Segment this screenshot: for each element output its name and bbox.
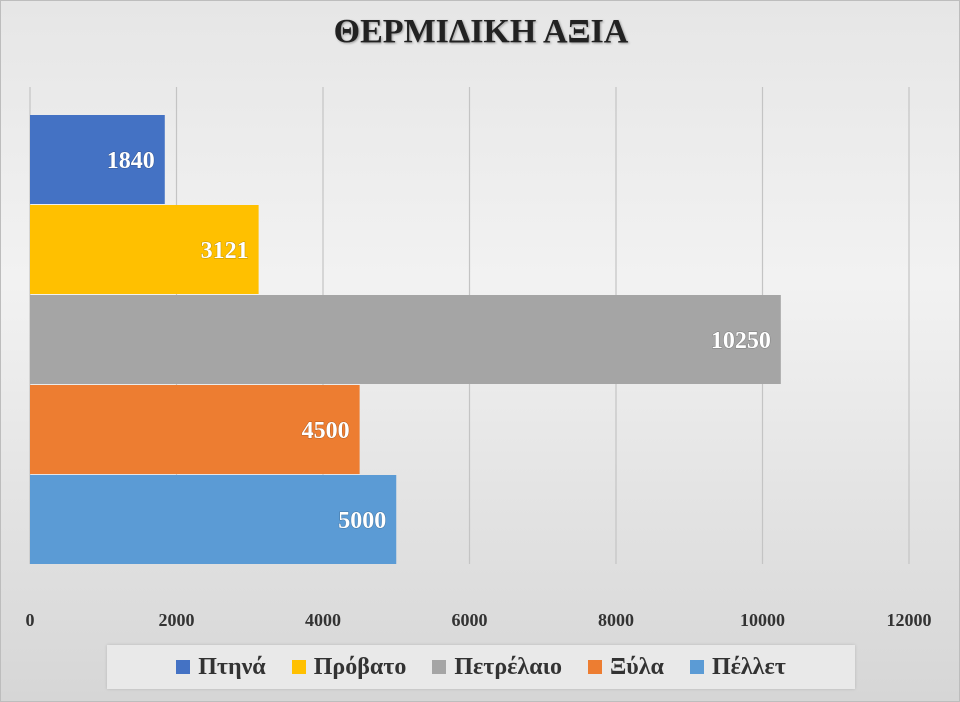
legend-item: Πρόβατο [291, 653, 407, 681]
x-tick-label: 0 [26, 610, 35, 630]
legend: Πτηνά Πρόβατο Πετρέλαιο Ξύλα Πέλλετ [107, 645, 855, 689]
legend-item: Πτηνά [176, 653, 266, 681]
bar-2 [30, 295, 781, 384]
x-tick-label: 10000 [740, 610, 785, 630]
bar-value-label: 1840 [107, 148, 155, 174]
bar-0 [30, 115, 165, 204]
bars [30, 115, 781, 564]
legend-label: Πτηνά [198, 653, 266, 680]
x-tick-label: 8000 [598, 610, 634, 630]
legend-label: Πέλλετ [711, 653, 786, 680]
legend-item: Πέλλετ [689, 653, 786, 681]
bar-value-label: 5000 [338, 508, 386, 534]
legend-item: Πετρέλαιο [432, 654, 562, 681]
legend-label: Ξύλα [610, 653, 664, 680]
legend-label: Πετρέλαιο [454, 653, 563, 680]
chart-title: ΘΕΡΜΙΔΙΚΗ ΑΞΙΑ [333, 13, 629, 50]
legend-item: Ξύλα [588, 654, 664, 681]
legend-swatch [291, 660, 306, 674]
x-tick-label: 6000 [452, 610, 488, 630]
chart-plot: 1840 3121 10250 4500 5000 0 2000 4000 6000 8000 1… [26, 87, 932, 630]
x-tick-label: 2000 [159, 610, 195, 630]
legend-label: Πρόβατο [313, 653, 407, 680]
x-tick-label: 4000 [305, 610, 341, 630]
bar-3 [30, 385, 360, 474]
data-labels: 1840 3121 10250 4500 5000 [106, 148, 771, 535]
legend-swatch [689, 660, 704, 674]
bar-1 [30, 205, 259, 294]
bar-value-label: 3121 [201, 238, 249, 264]
bar-value-label: 4500 [302, 418, 350, 444]
bar-value-label: 10250 [711, 328, 771, 354]
x-axis-ticks: 0 2000 4000 6000 8000 10000 12000 [26, 610, 932, 630]
bar-4 [30, 475, 397, 564]
legend-swatch [588, 660, 603, 674]
legend-swatch [432, 660, 447, 674]
x-tick-label: 12000 [887, 610, 932, 630]
legend-swatch [176, 660, 191, 674]
